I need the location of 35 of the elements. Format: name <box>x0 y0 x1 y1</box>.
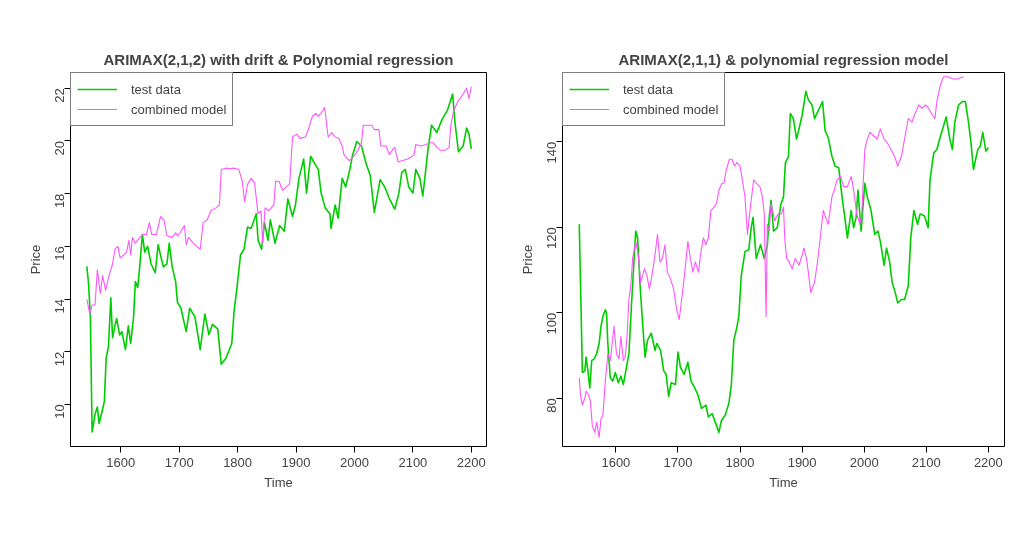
x-tick-label: 2000 <box>849 454 879 470</box>
x-tick-label: 2000 <box>340 454 369 470</box>
x-tick-label: 1600 <box>106 454 136 470</box>
x-tick-label: 1900 <box>787 454 817 470</box>
x-axis-title: Time <box>264 474 293 490</box>
y-tick-label: 20 <box>52 140 67 156</box>
chart-title: ARIMAX(2,1,1) & polynomial regression model <box>618 50 949 68</box>
x-axis-title: Time <box>769 474 798 490</box>
x-tick-label: 1700 <box>164 454 194 470</box>
x-tick-label: 1700 <box>663 454 693 470</box>
y-tick-label: 120 <box>544 227 559 249</box>
x-tick-label: 1800 <box>223 454 253 470</box>
y-tick-label: 100 <box>544 312 559 335</box>
y-tick-label: 22 <box>52 88 67 103</box>
x-tick-label: 2200 <box>973 454 1003 470</box>
chart-title: ARIMAX(2,1,2) with drift & Polynomial regression <box>103 50 454 68</box>
legend-label: test data <box>623 81 673 97</box>
x-tick-label: 2200 <box>456 454 486 470</box>
y-tick-label: 10 <box>52 404 67 419</box>
y-axis-title: Price <box>27 244 43 275</box>
x-tick-label: 1600 <box>601 454 631 470</box>
y-tick-label: 140 <box>544 141 559 164</box>
legend-label: combined model <box>131 101 227 117</box>
legend-label: test data <box>131 81 181 97</box>
x-tick-label: 2100 <box>911 454 941 470</box>
x-tick-label: 1900 <box>281 454 311 470</box>
y-tick-label: 12 <box>52 351 67 367</box>
x-tick-label: 2100 <box>398 454 428 470</box>
y-axis-title: Price <box>519 244 535 275</box>
y-tick-label: 18 <box>52 193 67 209</box>
y-tick-label: 16 <box>52 246 67 261</box>
y-tick-label: 80 <box>544 398 559 413</box>
y-tick-label: 14 <box>52 299 67 314</box>
x-tick-label: 1800 <box>725 454 755 470</box>
legend-label: combined model <box>623 101 719 117</box>
